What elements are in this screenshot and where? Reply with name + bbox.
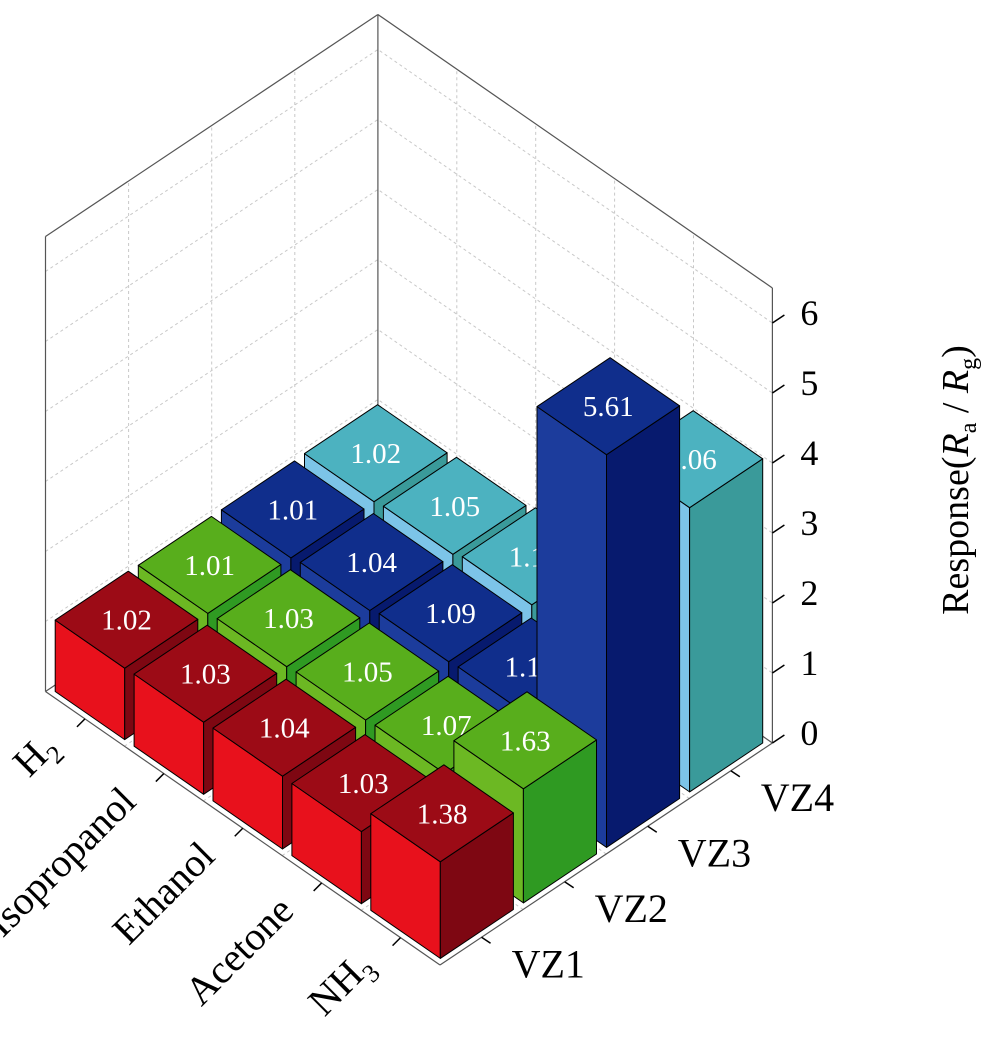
- y-tick: [564, 881, 575, 889]
- bar-face-top: [370, 764, 514, 863]
- x-tick: [313, 882, 323, 892]
- bar-face-top: [216, 569, 361, 668]
- frame-edge: [377, 14, 773, 289]
- bar-value-label: 1.03: [338, 768, 389, 800]
- y-axis-line: [439, 742, 773, 966]
- category-label: Ethanol: [103, 833, 223, 953]
- series-label: VZ3: [678, 830, 751, 875]
- bar-face-top: [133, 624, 278, 723]
- svg-text:H2: H2: [4, 723, 70, 789]
- gridline-z: [45, 258, 773, 534]
- bar-value-label: 1.05: [429, 491, 480, 523]
- bar-value-label: 1.05: [342, 657, 393, 689]
- bar-face-top: [295, 622, 440, 721]
- z-tick: [771, 384, 785, 394]
- y-tick: [481, 936, 491, 944]
- svg-text:Ethanol: Ethanol: [103, 833, 223, 953]
- x-tick: [234, 827, 244, 837]
- bar-face-top: [212, 678, 357, 777]
- bar-value-label: 1.02: [101, 605, 152, 637]
- svg-text:Response(Ra / Rg): Response(Ra / Rg): [935, 345, 982, 615]
- gridline-z: [45, 118, 773, 394]
- z-tick-label: 3: [800, 503, 818, 543]
- gridline-z: [45, 48, 773, 324]
- bar-value-label: 1.03: [180, 659, 231, 691]
- z-tick-label: 0: [800, 713, 818, 753]
- x-tick: [155, 773, 165, 783]
- z-tick: [771, 594, 785, 604]
- bar-face-top: [299, 513, 444, 611]
- x-tick: [392, 937, 402, 947]
- series-label: VZ1: [512, 941, 585, 986]
- bar-value-label: 1.01: [267, 494, 318, 526]
- category-label: Acetone: [176, 888, 302, 1014]
- z-tick-label: 2: [800, 573, 818, 613]
- frame-edge: [45, 14, 379, 237]
- bar-value-label: 1.04: [259, 713, 310, 745]
- bar-face-top: [304, 404, 448, 503]
- bar-value-label: 1.38: [417, 798, 468, 830]
- series-label: VZ2: [595, 886, 668, 931]
- bar-face-top: [378, 564, 523, 663]
- z-axis-label: Response(Ra / Rg): [935, 345, 982, 615]
- bar-face-right: [606, 405, 681, 848]
- z-tick: [771, 524, 785, 534]
- z-tick: [771, 454, 785, 464]
- bar-value-label: 5.61: [583, 391, 634, 423]
- bar-face-right: [689, 458, 764, 793]
- bar-face-top: [137, 515, 282, 614]
- z-tick-label: 4: [800, 433, 818, 473]
- gridline-z: [45, 188, 773, 464]
- series-label: VZ4: [761, 775, 834, 820]
- y-tick: [647, 825, 658, 833]
- bar-VZ1-NH3: 1.38: [370, 764, 514, 959]
- bar-value-label: 1.09: [425, 598, 476, 630]
- z-tick: [771, 734, 785, 744]
- z-tick: [771, 664, 785, 674]
- bar-face-top: [220, 460, 365, 559]
- z-tick-label: 6: [800, 293, 818, 333]
- bar-value-label: 1.02: [350, 438, 401, 470]
- bar-face-top: [536, 357, 681, 456]
- svg-text:NH3: NH3: [299, 942, 386, 1029]
- z-tick-label: 5: [800, 363, 818, 403]
- category-label: NH3: [299, 942, 386, 1029]
- z-tick: [771, 314, 785, 324]
- gridline-z: [45, 328, 773, 604]
- bar-face-top: [382, 456, 527, 555]
- bar-face-top: [54, 570, 199, 669]
- bar-value-label: 1.04: [346, 547, 397, 579]
- svg-text:Acetone: Acetone: [176, 888, 302, 1014]
- z-tick-label: 1: [800, 643, 818, 683]
- x-tick: [76, 718, 86, 728]
- gridline-z: [45, 398, 773, 674]
- bar-value-label: 1.01: [184, 550, 235, 582]
- bar-face-top: [453, 691, 597, 790]
- bar-value-label: 1.03: [263, 603, 314, 635]
- bar-value-label: 1.63: [500, 725, 551, 757]
- bars-layer: 1.021.011.011.021.051.041.031.031.111.09…: [54, 357, 764, 959]
- category-label: H2: [4, 723, 70, 789]
- y-tick: [730, 770, 741, 778]
